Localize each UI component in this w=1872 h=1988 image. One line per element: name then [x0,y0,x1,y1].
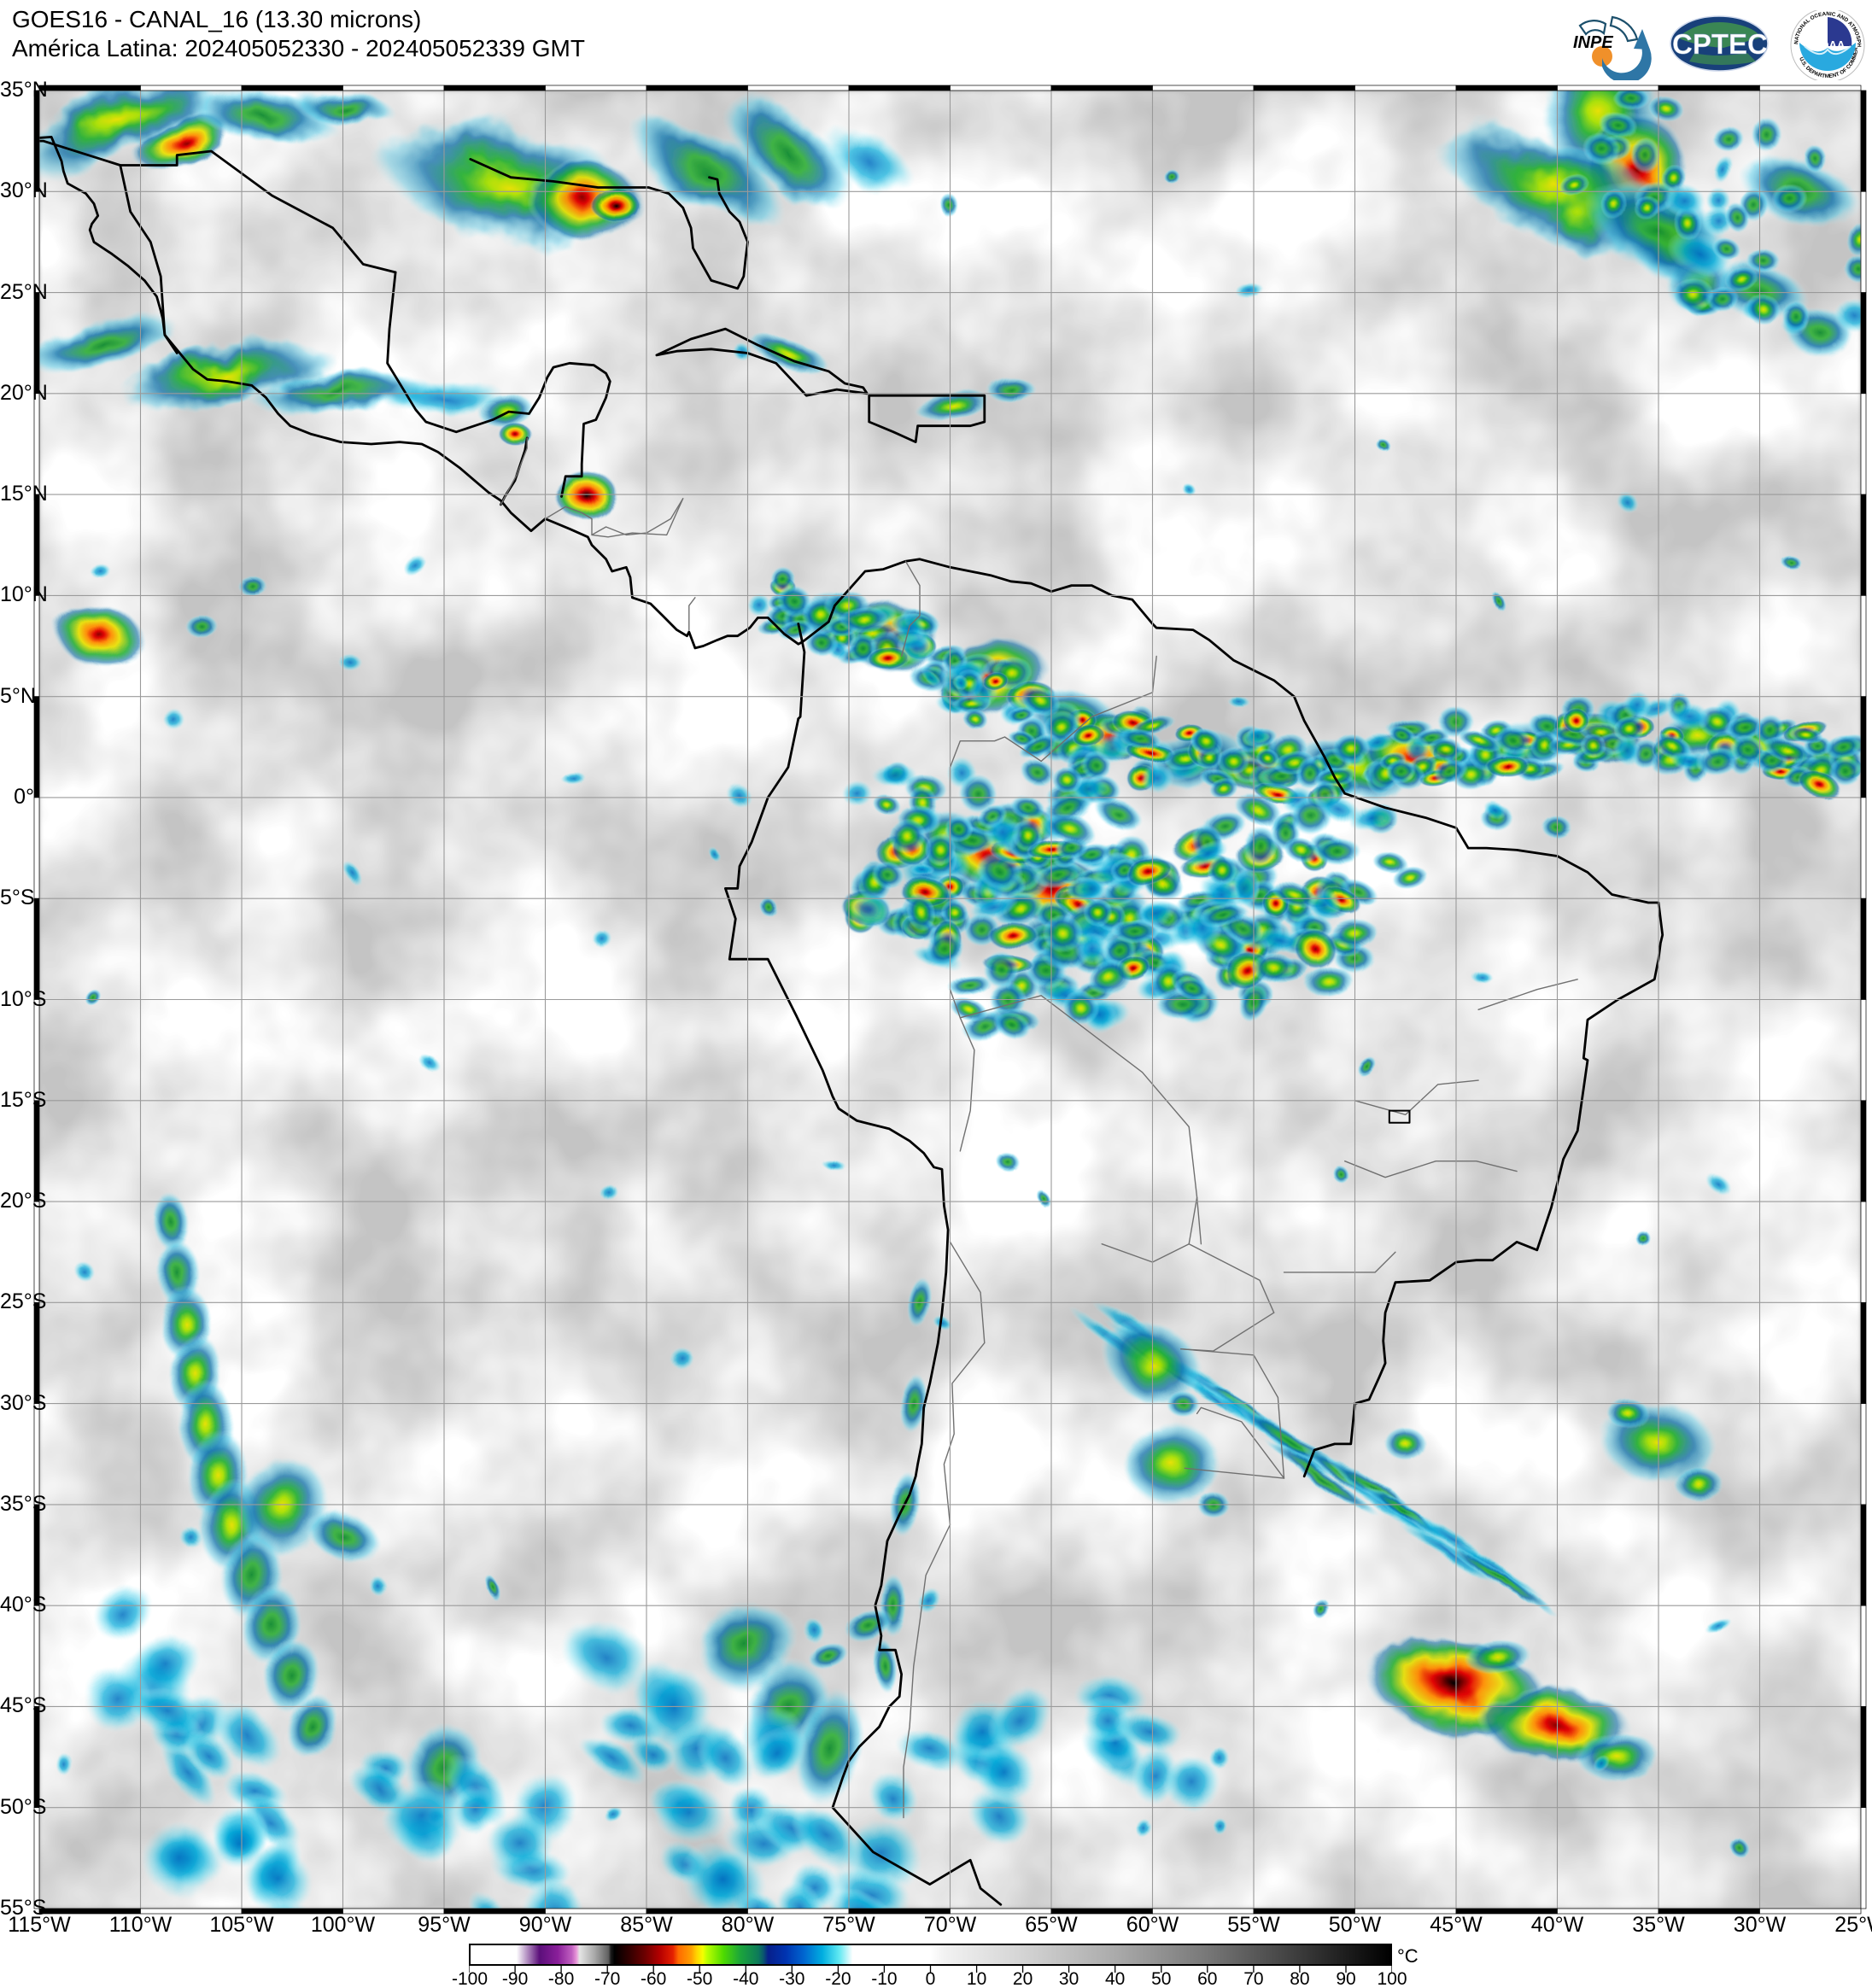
svg-text:NOAA: NOAA [1812,38,1846,51]
svg-text:CPTEC: CPTEC [1672,28,1768,60]
svg-text:INPE: INPE [1573,33,1613,52]
